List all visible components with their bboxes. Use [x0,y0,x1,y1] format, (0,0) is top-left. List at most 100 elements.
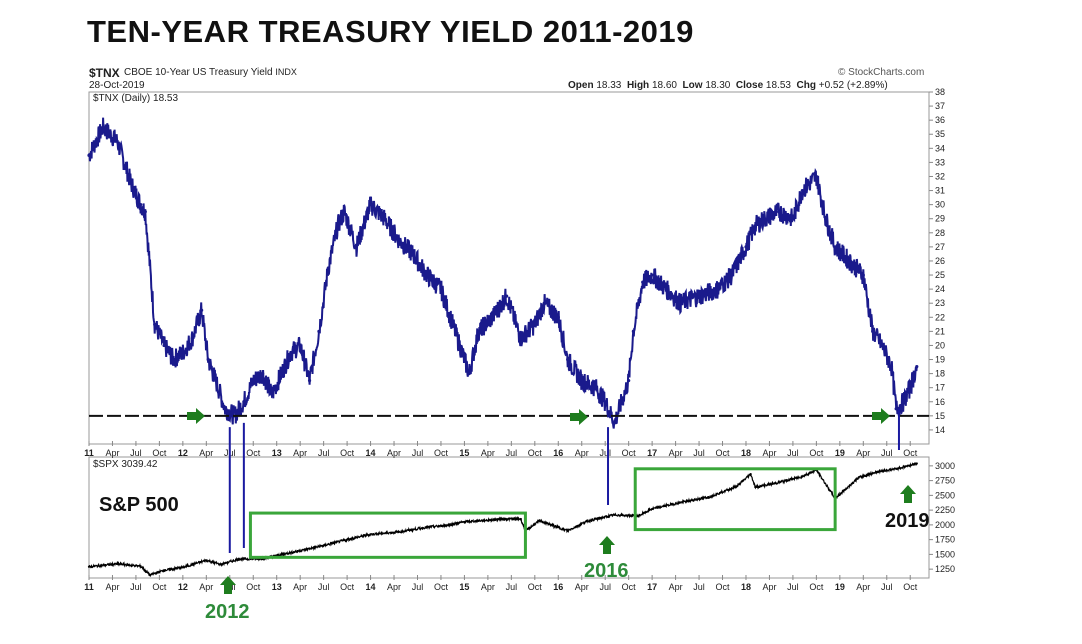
spx-data-point [346,538,349,541]
spx-x-tick-label: Apr [105,582,119,592]
spx-x-tick-label: Apr [293,582,307,592]
tnx-y-tick-label: 36 [935,115,945,125]
tnx-data-point [871,329,875,333]
spx-panel-label: S&P 500 [99,494,179,516]
spx-y-tick-label: 3000 [935,461,955,471]
tnx-y-tick-label: 14 [935,425,945,435]
spx-data-point [181,566,184,569]
tnx-y-tick-label: 24 [935,284,945,294]
tnx-data-point [612,421,617,425]
tnx-y-tick-label: 18 [935,369,945,379]
spx-series-label: $SPX 3039.42 [93,459,158,470]
source-credit: © StockCharts.com [838,67,925,78]
tnx-data-point [87,153,91,157]
spx-data-point [801,475,804,478]
tnx-x-tick-label: Jul [506,448,518,458]
tnx-data-point [279,372,284,376]
tnx-data-point [902,400,906,404]
tnx-data-point [171,357,176,362]
tnx-yield-line [88,117,918,429]
spx-x-tick-label: Apr [575,582,589,592]
spx-data-point [651,507,654,511]
spx-x-tick-label: 17 [647,582,657,592]
tnx-data-point [206,357,210,362]
spx-data-point [915,462,918,465]
tnx-x-tick-label: Jul [130,448,142,458]
right-arrow-2019-icon [872,408,890,424]
tnx-data-point [664,287,668,291]
spx-data-point [538,519,541,522]
tnx-data-point [814,174,818,179]
tnx-x-tick-label: 14 [366,448,376,458]
tnx-data-point [880,343,884,348]
tnx-data-point [397,238,401,242]
spx-data-point [773,482,776,485]
spx-data-point [139,565,142,568]
spx-data-point [219,563,222,566]
tnx-x-tick-label: 16 [553,448,563,458]
spx-data-point [566,529,569,532]
spx-x-tick-label: Jul [130,582,142,592]
tnx-data-point [342,210,346,214]
tnx-data-point [129,181,133,186]
tnx-data-point [261,372,265,376]
spx-data-point [500,517,504,521]
tnx-data-point [777,210,781,214]
tnx-data-point [326,266,330,270]
spx-data-point [707,496,710,499]
tnx-data-point [115,139,119,143]
label-2012: 2012 [205,601,250,623]
tnx-x-tick-label: Jul [881,448,893,458]
tnx-data-point [505,294,509,298]
tnx-x-tick-label: Oct [903,448,918,458]
up-arrow-2016-icon [599,536,615,554]
spx-y-tick-label: 1750 [935,535,955,545]
spx-panel-frame [88,456,930,579]
tnx-data-point [650,273,654,277]
tnx-data-point [542,301,546,305]
consolidation-box-2017-2018 [633,467,837,532]
tnx-data-point [556,315,560,319]
tnx-x-tick-label: Apr [762,448,776,458]
tnx-data-point [744,245,748,249]
tnx-y-tick-label: 17 [935,383,945,393]
tnx-y-tick-label: 20 [935,340,945,350]
tnx-data-point [800,188,804,193]
spx-data-point [463,520,466,524]
tnx-data-point [533,322,537,326]
tnx-x-tick-label: 11 [84,448,94,458]
tnx-x-tick-label: Oct [152,448,167,458]
spx-x-tick-label: Oct [528,582,543,592]
spx-x-tick-label: Oct [809,582,824,592]
spx-y-tick-label: 2500 [935,490,955,500]
tnx-data-point [336,224,340,228]
tnx-data-point [354,245,359,249]
spx-x-tick-label: Apr [762,582,776,592]
spx-x-tick-label: Apr [481,582,495,592]
spx-data-point [425,526,428,529]
tnx-data-point [627,379,631,383]
tnx-data-point [190,336,194,340]
spx-x-tick-label: 19 [835,582,845,592]
spx-data-point [397,530,400,534]
tnx-x-tick-label: 18 [741,448,751,458]
tnx-x-tick-label: Oct [809,448,824,458]
tnx-data-point [270,393,274,397]
tnx-panel-frame [88,91,930,445]
up-arrow-2012-icon [220,576,236,594]
tnx-x-tick-label: Apr [856,448,870,458]
tnx-data-point [861,273,865,277]
tnx-x-tick-label: 15 [459,448,469,458]
spx-x-tick-label: Oct [903,582,918,592]
spx-x-tick-label: Jul [693,582,705,592]
tnx-y-tick-label: 16 [935,397,945,407]
tnx-y-tick-label: 22 [935,312,945,322]
tnx-y-tick-label: 26 [935,256,945,266]
tnx-y-tick-label: 28 [935,228,945,238]
tnx-x-tick-label: Apr [293,448,307,458]
tnx-x-tick-label: Jul [412,448,424,458]
spx-x-tick-label: Apr [387,582,401,592]
spx-x-tick-label: Jul [881,582,893,592]
tnx-data-point [307,379,312,383]
right-arrow-2012-icon [187,408,205,424]
